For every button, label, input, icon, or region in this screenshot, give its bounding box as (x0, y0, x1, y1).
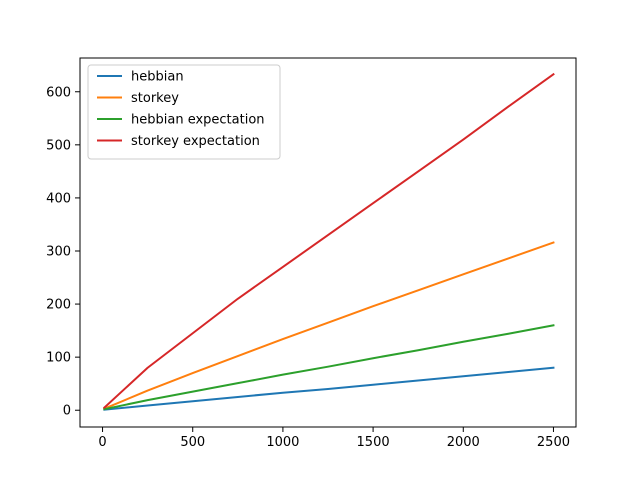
y-tick-label: 300 (46, 244, 71, 259)
legend-box (87, 64, 281, 160)
y-tick-label: 100 (46, 351, 71, 366)
y-tick-label: 400 (46, 191, 71, 206)
x-tick-label: 2000 (447, 435, 480, 450)
y-tick-label: 600 (46, 85, 71, 100)
series-line-hebbian-expectation (103, 324, 555, 411)
x-tick-label: 500 (180, 435, 205, 450)
x-tick-label: 1500 (357, 435, 390, 450)
plot-area: 0 500 1000 1500 2000 2500 0 100 200 300 400 500 600 h… (46, 57, 577, 450)
legend-label-storkey: storkey (131, 91, 179, 106)
series-line-storkey (103, 241, 555, 410)
y-tick-label: 0 (63, 404, 71, 419)
legend-label-hebbian-expectation: hebbian expectation (131, 113, 265, 128)
x-tick-label: 2500 (537, 435, 570, 450)
y-tick-label: 200 (46, 298, 71, 313)
x-tick-label: 1000 (266, 435, 299, 450)
series-line-storkey-expectation (102, 72, 555, 409)
legend-label-hebbian: hebbian (131, 70, 184, 85)
series-line-hebbian (103, 366, 555, 411)
legend-label-storkey-expectation: storkey expectation (131, 134, 260, 149)
axes-frame (79, 57, 577, 428)
y-tick-label: 500 (46, 138, 71, 153)
x-tick-label: 0 (98, 435, 106, 450)
